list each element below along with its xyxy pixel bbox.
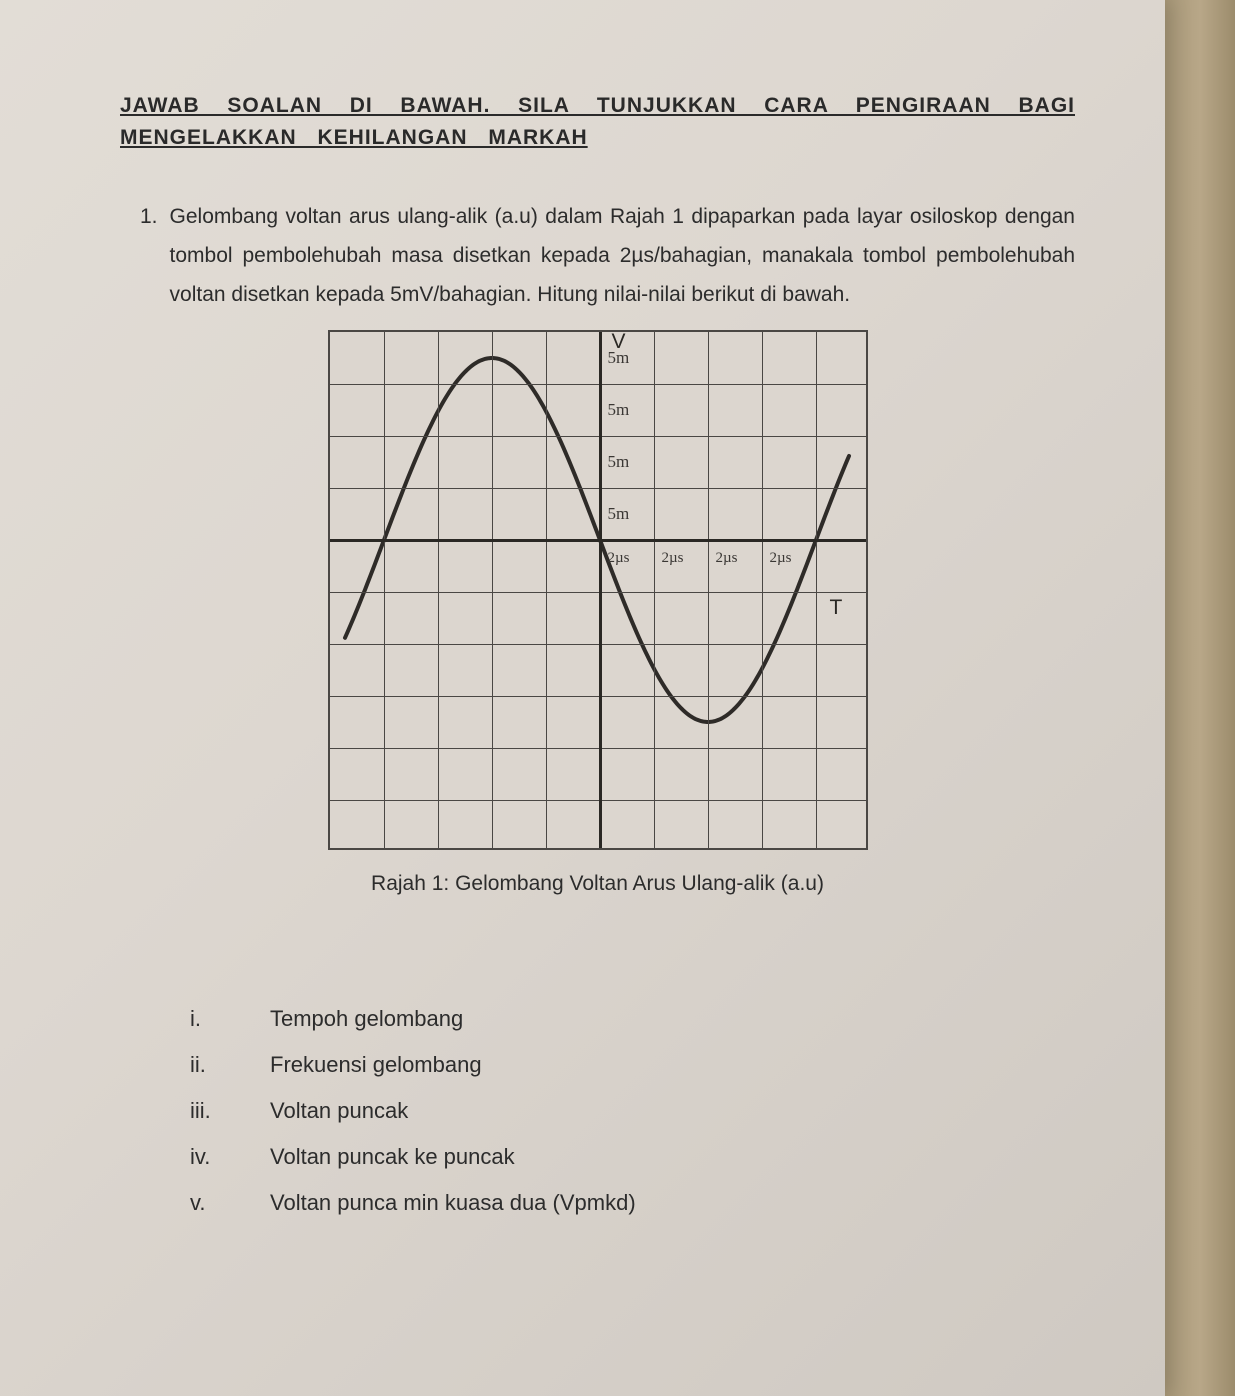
question-number: 1. bbox=[140, 198, 158, 315]
exam-paper: JAWAB SOALAN DI BAWAH. SILA TUNJUKKAN CA… bbox=[0, 0, 1165, 1396]
sub-item: iii. Voltan puncak bbox=[190, 1098, 1075, 1124]
sub-question-list: i. Tempoh gelombang ii. Frekuensi gelomb… bbox=[190, 1006, 1075, 1216]
sub-roman: v. bbox=[190, 1190, 230, 1216]
handwritten-y-label: 5m bbox=[608, 400, 630, 420]
handwritten-y-label: 5m bbox=[608, 348, 630, 368]
sub-item: i. Tempoh gelombang bbox=[190, 1006, 1075, 1032]
handwritten-x-label: 2µs bbox=[608, 550, 630, 567]
t-axis-label: T bbox=[830, 596, 843, 620]
sub-text: Voltan punca min kuasa dua (Vpmkd) bbox=[270, 1190, 636, 1216]
sub-text: Voltan puncak ke puncak bbox=[270, 1144, 515, 1170]
handwritten-y-label: 5m bbox=[608, 452, 630, 472]
question-1: 1. Gelombang voltan arus ulang-alik (a.u… bbox=[140, 198, 1075, 315]
sub-text: Tempoh gelombang bbox=[270, 1006, 463, 1032]
sub-roman: iv. bbox=[190, 1144, 230, 1170]
handwritten-y-label: 5m bbox=[608, 504, 630, 524]
sub-item: iv. Voltan puncak ke puncak bbox=[190, 1144, 1075, 1170]
figure-caption: Rajah 1: Gelombang Voltan Arus Ulang-ali… bbox=[371, 872, 824, 896]
sub-roman: i. bbox=[190, 1006, 230, 1032]
handwritten-x-label: 2µs bbox=[662, 550, 684, 567]
handwritten-x-label: 2µs bbox=[716, 550, 738, 567]
sub-roman: ii. bbox=[190, 1052, 230, 1078]
instruction-header: JAWAB SOALAN DI BAWAH. SILA TUNJUKKAN CA… bbox=[120, 90, 1075, 153]
handwritten-x-label: 2µs bbox=[770, 550, 792, 567]
oscilloscope-grid: V T 5m5m5m5m2µs2µs2µs2µs bbox=[328, 330, 868, 850]
question-text: Gelombang voltan arus ulang-alik (a.u) d… bbox=[170, 198, 1075, 315]
sub-roman: iii. bbox=[190, 1098, 230, 1124]
sub-item: v. Voltan punca min kuasa dua (Vpmkd) bbox=[190, 1190, 1075, 1216]
desk-surface bbox=[1165, 0, 1235, 1396]
sub-item: ii. Frekuensi gelombang bbox=[190, 1052, 1075, 1078]
figure-1: V T 5m5m5m5m2µs2µs2µs2µs Rajah 1: Gelomb… bbox=[120, 330, 1075, 896]
sub-text: Voltan puncak bbox=[270, 1098, 408, 1124]
sub-text: Frekuensi gelombang bbox=[270, 1052, 482, 1078]
